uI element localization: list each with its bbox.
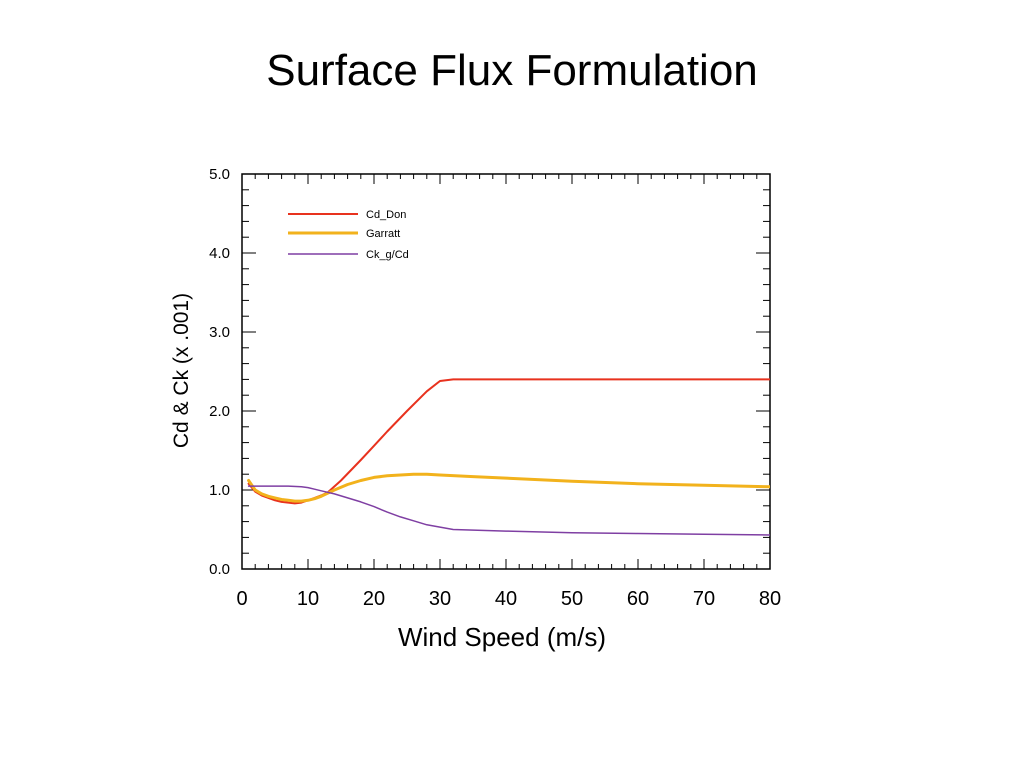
x-tick-label: 40 xyxy=(495,588,517,610)
x-tick-label: 0 xyxy=(236,588,247,610)
x-axis-title: Wind Speed (m/s) xyxy=(398,622,606,652)
x-tick-label: 70 xyxy=(693,588,715,610)
y-axis-title: Cd & Ck (x .001) xyxy=(170,293,193,448)
x-tick-label: 30 xyxy=(429,588,451,610)
x-tick-label: 80 xyxy=(759,588,781,610)
x-tick-label: 10 xyxy=(297,588,319,610)
series-line-garratt xyxy=(247,472,770,503)
x-tick-label: 50 xyxy=(561,588,583,610)
x-tick-label: 60 xyxy=(627,588,649,610)
series-line-ck-g-cd xyxy=(247,485,770,536)
legend-label: Ck_g/Cd xyxy=(366,249,409,261)
y-tick-label: 3.0 xyxy=(209,324,230,341)
legend-label: Garratt xyxy=(366,228,400,240)
x-tick-label: 20 xyxy=(363,588,385,610)
y-tick-label: 2.0 xyxy=(209,403,230,420)
y-tick-label: 4.0 xyxy=(209,245,230,262)
series-line-cd-don xyxy=(247,378,770,505)
y-tick-label: 5.0 xyxy=(209,166,230,183)
y-tick-label: 1.0 xyxy=(209,482,230,499)
slide-title: Surface Flux Formulation xyxy=(266,46,758,95)
legend-label: Cd_Don xyxy=(366,209,406,221)
y-tick-label: 0.0 xyxy=(209,561,230,578)
